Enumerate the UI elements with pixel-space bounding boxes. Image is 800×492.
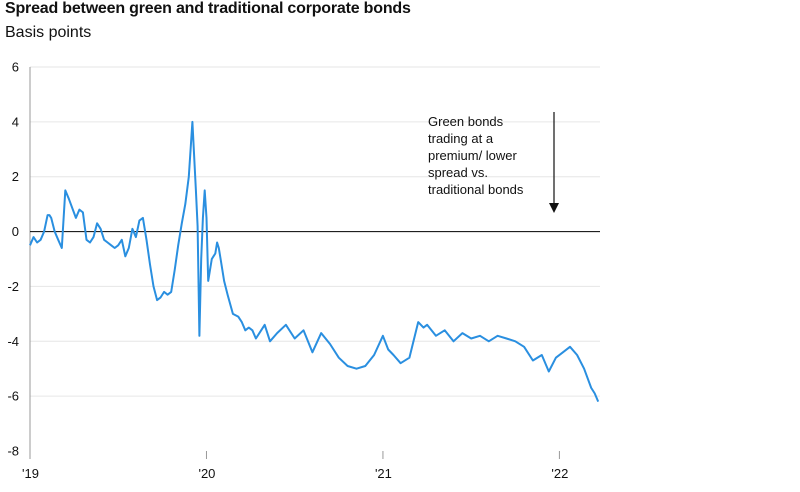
annotation-arrow-head-icon <box>549 203 559 213</box>
annotation-line-4: spread vs. <box>428 165 488 180</box>
annotation-line-2: trading at a <box>428 131 494 146</box>
y-tick-label: 0 <box>12 224 19 239</box>
chart-title: Spread between green and traditional cor… <box>5 0 411 17</box>
gridlines <box>30 66 600 397</box>
y-tick-label: -6 <box>7 389 19 404</box>
x-axis-ticks: '19 '20 '21 '22 <box>22 451 568 481</box>
annotation-line-3: premium/ lower <box>428 148 518 163</box>
x-tick-label: '21 <box>375 466 392 481</box>
series-line <box>29 120 600 402</box>
y-axis-ticks: 6 4 2 0 -2 -4 -6 -8 <box>7 60 19 459</box>
y-tick-label: -4 <box>7 334 19 349</box>
y-tick-label: -8 <box>7 444 19 459</box>
x-tick-label: '19 <box>22 466 39 481</box>
y-tick-label: 2 <box>12 169 19 184</box>
y-tick-label: 6 <box>12 60 19 75</box>
annotation: Green bonds trading at a premium/ lower … <box>428 112 559 213</box>
annotation-line-1: Green bonds <box>428 114 504 129</box>
y-tick-label: -2 <box>7 279 19 294</box>
chart-subtitle: Basis points <box>5 24 92 41</box>
x-tick-label: '20 <box>198 466 215 481</box>
x-tick-label: '22 <box>551 466 568 481</box>
y-tick-label: 4 <box>12 114 19 129</box>
annotation-line-5: traditional bonds <box>428 182 524 197</box>
